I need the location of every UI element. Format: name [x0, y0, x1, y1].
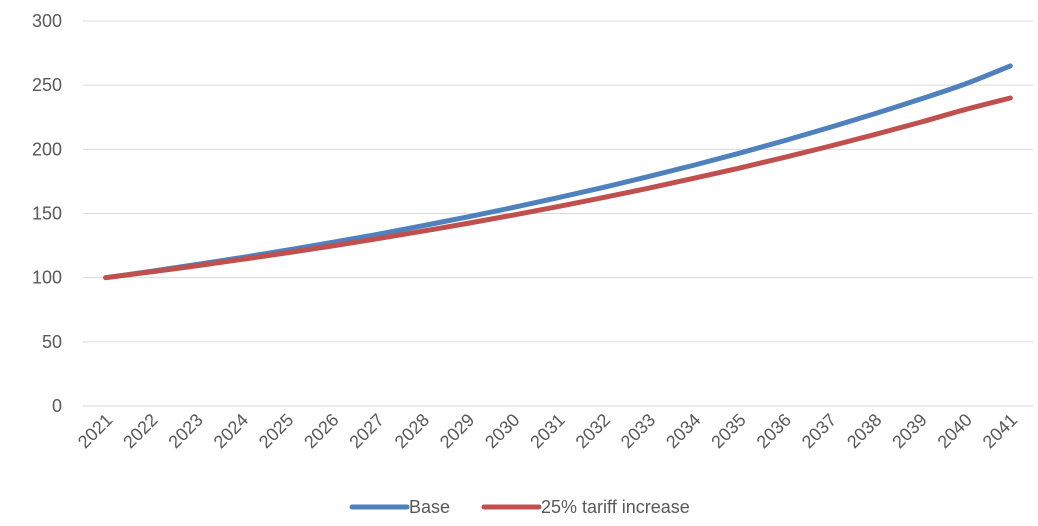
y-tick-labels: 0 50 100 150 200 250 300 [32, 11, 62, 416]
x-tick-label: 2035 [707, 410, 749, 452]
x-tick-label: 2029 [436, 410, 478, 452]
x-tick-label: 2024 [210, 410, 252, 452]
x-tick-label: 2031 [526, 410, 568, 452]
x-tick-label: 2027 [345, 410, 387, 452]
x-tick-label: 2022 [119, 410, 161, 452]
series-line-base [103, 63, 1013, 281]
y-tick-label: 150 [32, 204, 62, 224]
x-tick-label: 2032 [572, 410, 614, 452]
y-tick-label: 200 [32, 139, 62, 159]
x-tick-label: 2033 [617, 410, 659, 452]
y-tick-label: 250 [32, 75, 62, 95]
y-tick-label: 300 [32, 11, 62, 31]
y-tick-label: 50 [42, 332, 62, 352]
legend-label-25-tariff-increase: 25% tariff increase [541, 497, 690, 517]
y-tick-label: 0 [52, 396, 62, 416]
y-tick-label: 100 [32, 268, 62, 288]
x-tick-label: 2039 [888, 410, 930, 452]
x-tick-label: 2037 [798, 410, 840, 452]
x-tick-label: 2038 [843, 410, 885, 452]
x-tick-label: 2040 [934, 410, 976, 452]
x-tick-labels: 2021 2022 2023 2024 2025 2026 2027 2028 2029 2030… [74, 410, 1021, 452]
series-line-25-tariff-increase [103, 95, 1013, 281]
x-tick-label: 2028 [391, 410, 433, 452]
x-tick-label: 2026 [300, 410, 342, 452]
legend: Base 25% tariff increase [349, 497, 690, 517]
x-tick-label: 2023 [164, 410, 206, 452]
grid-lines [83, 20, 1033, 407]
legend-label-base: Base [409, 497, 450, 517]
series-lines [103, 63, 1013, 281]
x-tick-label: 2025 [255, 410, 297, 452]
x-tick-label: 2041 [979, 410, 1021, 452]
x-tick-label: 2030 [481, 410, 523, 452]
x-tick-label: 2034 [662, 410, 704, 452]
x-tick-label: 2036 [753, 410, 795, 452]
x-tick-label: 2021 [74, 410, 116, 452]
